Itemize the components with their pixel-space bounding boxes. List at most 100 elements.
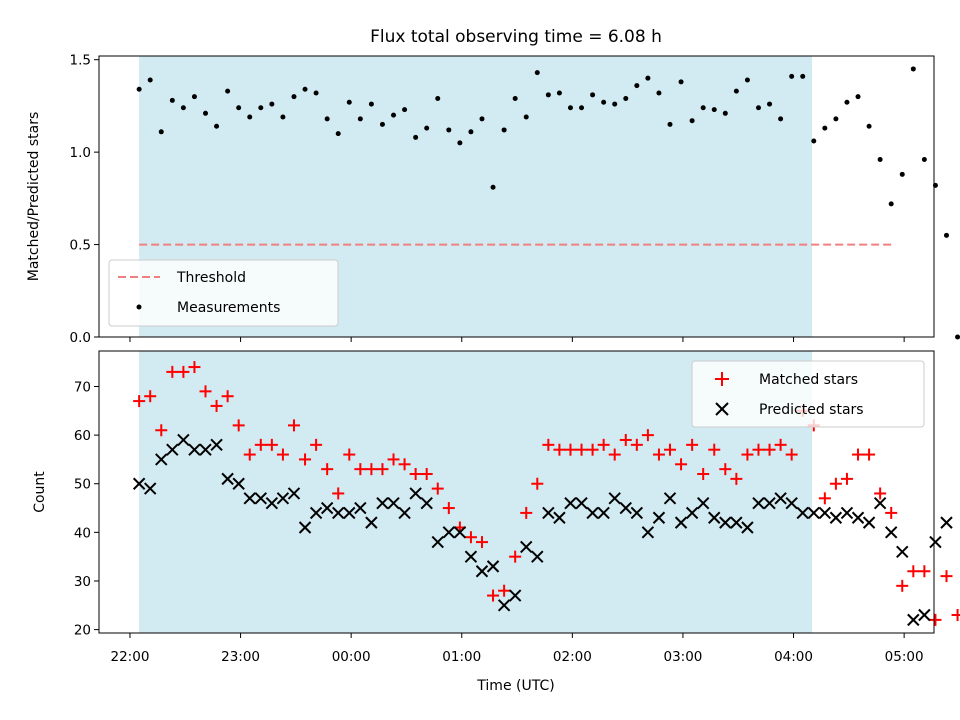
measurement-point — [302, 86, 308, 92]
matched-star-marker — [785, 448, 798, 461]
predicted-star-marker — [929, 535, 942, 549]
matched-star-marker — [276, 448, 289, 461]
matched-star-marker — [221, 390, 234, 403]
measurement-point — [767, 101, 773, 107]
predicted-star-marker — [785, 496, 798, 510]
predicted-star-marker — [486, 560, 500, 573]
matched-star-marker — [940, 570, 953, 583]
predicted-star-marker — [542, 506, 555, 520]
matched-star-marker — [752, 443, 765, 456]
count-panel: 20 30 40 50 60 70 22:00 23:00 00:00 01:00 02:00 03… — [32, 350, 960, 694]
measurement-point — [225, 88, 231, 94]
bottom-legend-box — [691, 360, 925, 428]
measurement-point — [811, 138, 817, 144]
matched-star-marker — [863, 448, 876, 461]
measurement-point — [855, 94, 861, 100]
measurement-point — [136, 86, 142, 92]
matched-star-marker — [575, 443, 588, 456]
top-y-ticks: 0.0 0.5 1.0 1.5 — [70, 53, 99, 346]
measurement-point — [258, 105, 264, 111]
threshold-legend-label: Threshold — [176, 270, 246, 286]
measurement-point — [955, 334, 960, 340]
matched-star-marker — [630, 438, 643, 451]
measurement-point — [645, 75, 651, 81]
predicted-star-marker — [685, 506, 699, 520]
matched-star-marker — [730, 472, 743, 485]
measurement-point — [921, 157, 927, 163]
measurement-point — [755, 105, 761, 111]
matched-star-marker — [287, 419, 300, 432]
predicted-star-marker — [918, 608, 931, 622]
predicted-star-marker — [221, 472, 234, 486]
matched-star-marker — [509, 550, 522, 563]
predicted-star-marker — [807, 506, 820, 520]
measurement-point — [402, 107, 408, 113]
predicted-star-marker — [741, 521, 754, 534]
bottom-x-tick-label: 05:00 — [885, 649, 924, 665]
bottom-y-tick-label: 20 — [74, 623, 91, 639]
predicted-star-marker — [276, 492, 290, 505]
measurement-point — [623, 96, 629, 102]
predicted-star-marker — [354, 501, 367, 515]
predicted-star-marker — [796, 506, 809, 520]
matched-star-marker — [155, 424, 168, 437]
matched-star-marker — [232, 419, 245, 432]
matched-star-marker — [840, 472, 853, 485]
matched-star-marker — [885, 506, 898, 519]
measurement-point — [269, 101, 275, 107]
measurement-point — [291, 94, 297, 100]
predicted-star-marker — [619, 501, 632, 515]
bottom-x-tick-label: 00:00 — [332, 649, 371, 665]
measurement-point — [324, 116, 330, 122]
predicted-star-marker — [553, 511, 566, 524]
predicted-legend-label: Predicted stars — [759, 402, 864, 418]
matched-star-marker — [929, 613, 942, 626]
bottom-y-tick-label: 50 — [74, 477, 91, 493]
matched-star-marker — [818, 492, 831, 505]
predicted-star-marker — [376, 496, 389, 510]
predicted-star-marker — [940, 516, 953, 529]
predicted-star-marker — [343, 506, 356, 520]
predicted-star-marker — [420, 496, 433, 510]
matched-star-marker — [852, 448, 865, 461]
matched-star-marker — [597, 438, 610, 451]
measurement-point — [424, 125, 430, 131]
predicted-star-marker — [332, 506, 345, 520]
measurement-point — [214, 123, 220, 129]
measurement-point — [567, 105, 573, 111]
matched-star-marker — [210, 399, 223, 412]
measurement-point — [689, 118, 695, 124]
predicted-star-marker — [896, 545, 909, 559]
matched-star-marker — [365, 463, 378, 476]
measurement-point — [247, 114, 253, 120]
predicted-star-marker — [652, 511, 666, 524]
predicted-star-marker — [497, 599, 511, 612]
predicted-star-marker — [752, 496, 765, 510]
x-axis-label: Time (UTC) — [476, 678, 554, 694]
predicted-star-marker — [177, 433, 190, 447]
measurement-point — [391, 112, 397, 118]
measurement-point — [844, 99, 850, 105]
measurement-point — [147, 77, 153, 83]
matched-star-marker — [420, 468, 433, 481]
measurement-point — [236, 105, 242, 111]
measurement-point — [468, 129, 474, 135]
matched-star-marker — [144, 390, 157, 403]
predicted-star-marker — [575, 496, 588, 510]
matched-star-marker — [520, 506, 533, 519]
bottom-x-tick-label: 22:00 — [111, 649, 150, 665]
predicted-star-marker — [586, 506, 599, 520]
predicted-star-marker — [907, 613, 920, 627]
measurement-point — [866, 123, 872, 129]
matched-star-marker — [741, 448, 754, 461]
predicted-star-marker — [243, 492, 256, 505]
top-legend: Threshold Measurements — [108, 259, 339, 327]
measurement-point — [512, 96, 518, 102]
measurement-point — [357, 116, 363, 122]
predicted-star-marker — [232, 477, 245, 490]
matched-stars-points — [133, 361, 960, 626]
bottom-y-tick-label: 40 — [74, 525, 91, 541]
matched-star-marker — [188, 361, 201, 374]
measurement-point — [888, 201, 894, 207]
bottom-axes-frame — [98, 350, 935, 634]
